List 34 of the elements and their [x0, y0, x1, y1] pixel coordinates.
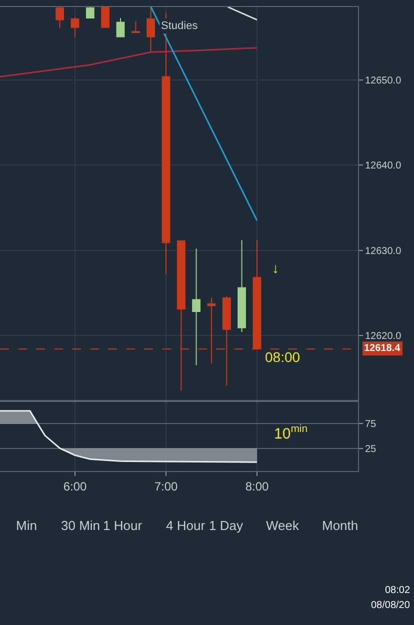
ref-line-label: 12618.4 [364, 343, 401, 354]
candlestick [70, 16, 80, 38]
text: 4 Hour [166, 518, 206, 533]
annotation: ↓ [272, 260, 279, 276]
text: Month [322, 518, 358, 533]
candlestick [101, 7, 110, 28]
y-tick-label: 25 [365, 444, 377, 455]
x-tick-label: 8:00 [245, 479, 269, 494]
candlestick [192, 248, 200, 366]
candlestick [116, 18, 125, 38]
text: 08:02 [385, 585, 410, 596]
y-tick-label: 12640.0 [365, 160, 402, 172]
y-tick-label: 12630.0 [365, 246, 402, 257]
candlestick [146, 7, 155, 54]
candlestick [56, 7, 64, 29]
annotation: 08:00 [265, 349, 300, 365]
text: 1 Hour [103, 518, 143, 533]
candlestick [86, 7, 94, 19]
y-tick-label: 12650.0 [365, 76, 402, 87]
y-tick-label: 12620.0 [365, 330, 402, 342]
x-tick-label: 6:00 [63, 479, 87, 494]
annotation: 10$^{min}$ [274, 423, 308, 442]
candlestick [131, 20, 140, 34]
text: Week [266, 518, 300, 533]
text: 1 Day [209, 518, 244, 533]
candlestick [207, 297, 216, 364]
y-tick-label: 75 [365, 419, 377, 430]
annotation: Studies [161, 20, 198, 32]
text: 30 Min [61, 518, 100, 533]
x-tick-label: 7:00 [154, 479, 178, 494]
text: Min [16, 518, 37, 533]
text: 08/08/20 [371, 600, 410, 611]
candlestick [238, 240, 246, 332]
line-series [0, 47, 258, 78]
